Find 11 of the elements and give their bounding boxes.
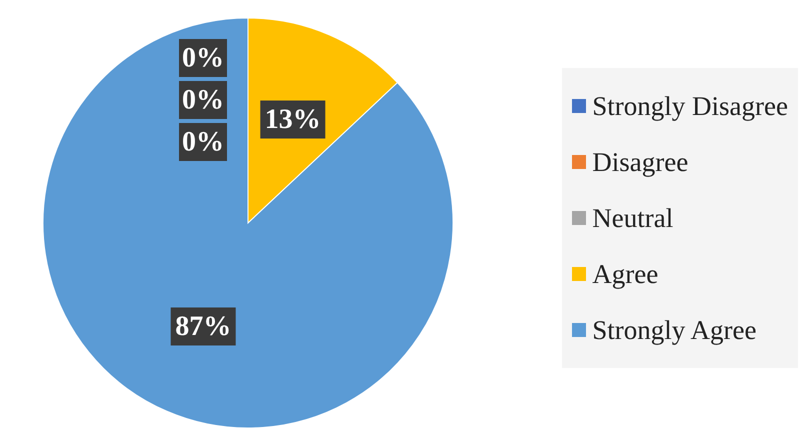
text: 0% [182, 42, 224, 74]
legend-label: Disagree [592, 146, 688, 178]
legend-label: Strongly Disagree [592, 90, 788, 122]
pie-slice [42, 18, 454, 428]
data-label: 13% [264, 104, 321, 136]
data-label: 87% [175, 310, 232, 342]
text: 0% [182, 84, 224, 116]
text: 0% [182, 126, 224, 158]
legend-label: Agree [592, 258, 658, 290]
legend-label: Strongly Agree [592, 314, 757, 346]
legend-label: Neutral [592, 202, 674, 234]
